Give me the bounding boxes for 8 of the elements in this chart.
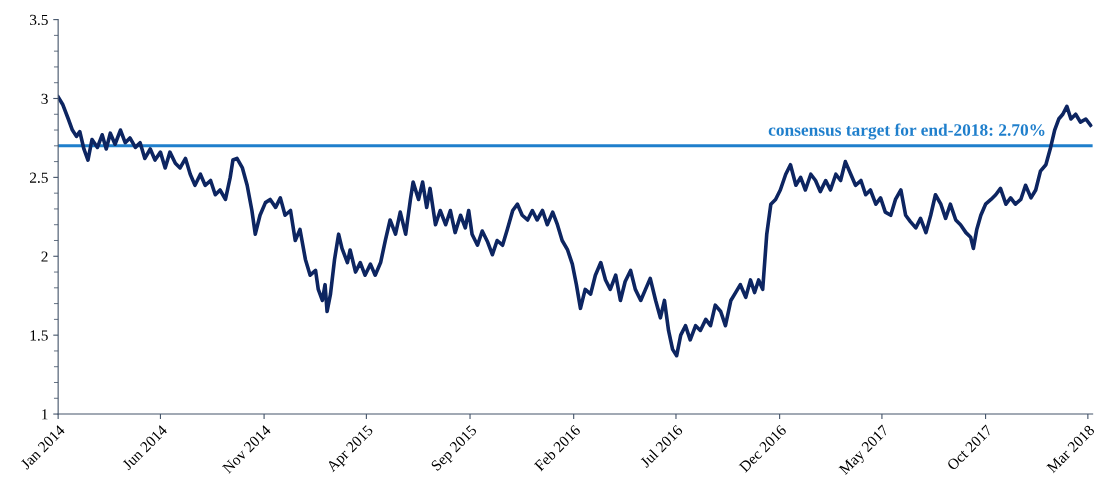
y-tick-label: 3.5 xyxy=(30,14,48,26)
y-tick-label: 2.5 xyxy=(29,172,48,183)
y-tick-label: 2 xyxy=(41,251,48,262)
y-tick-label: 1 xyxy=(42,409,48,420)
y-tick-label: 3 xyxy=(41,93,48,104)
y-tick-label: 1.5 xyxy=(30,330,48,341)
line-series xyxy=(58,95,1093,358)
ref-line-label: consensus target for end-2018: 2.70% xyxy=(768,123,1045,140)
